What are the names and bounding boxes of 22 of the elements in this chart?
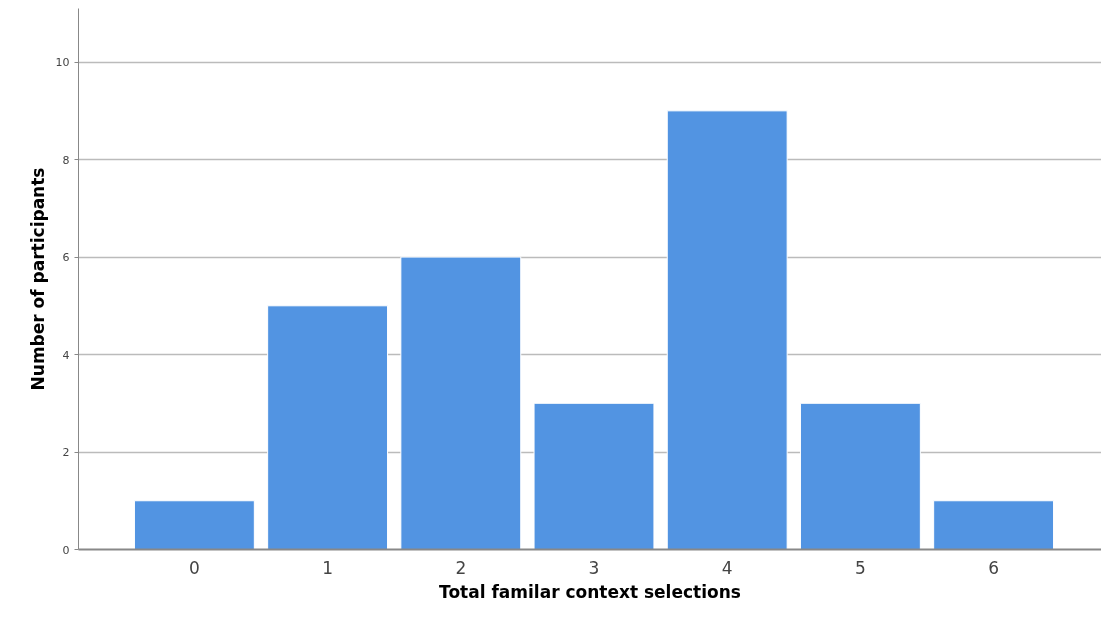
bar [267, 305, 389, 550]
bar [133, 500, 255, 550]
bar [533, 402, 655, 550]
x-tick-label: 1 [322, 557, 334, 578]
x-tick-label: 0 [188, 557, 200, 578]
y-tick-label: 10 [55, 56, 70, 70]
x-tick-label: 6 [988, 557, 1000, 578]
bar [666, 110, 788, 550]
x-tick-label: 4 [721, 557, 733, 578]
bar [400, 256, 522, 550]
bar [799, 402, 921, 550]
y-tick-label: 0 [62, 543, 70, 557]
x-axis-title: Total familar context selections [439, 581, 741, 602]
x-tick-label: 2 [455, 557, 467, 578]
x-tick-label: 3 [588, 557, 600, 578]
x-tick-label: 5 [854, 557, 866, 578]
y-tick-label: 6 [62, 251, 70, 265]
bar [933, 500, 1055, 550]
y-axis-title: Number of participants [27, 167, 48, 391]
y-tick-label: 2 [62, 446, 70, 460]
y-tick-label: 8 [62, 153, 70, 167]
y-tick-label: 4 [62, 348, 70, 362]
